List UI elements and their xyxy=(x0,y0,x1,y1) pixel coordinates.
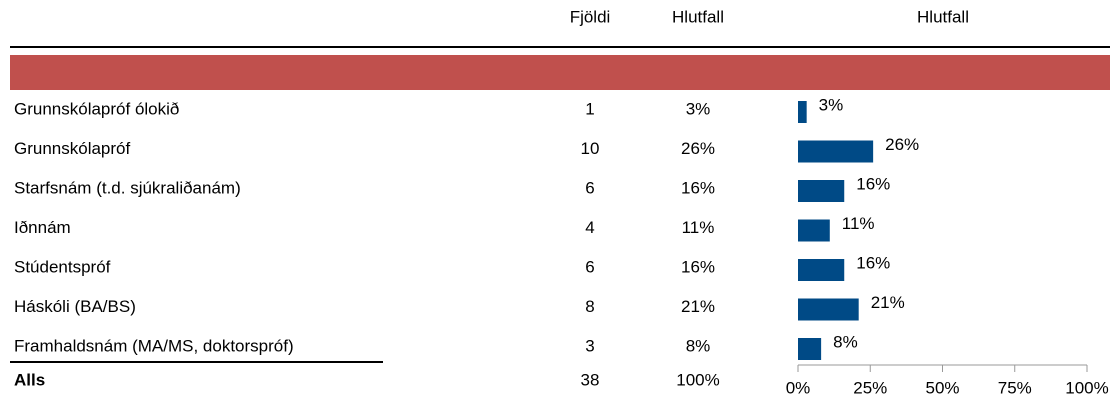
row-percent: 11% xyxy=(682,218,715,237)
row-label: Háskóli (BA/BS) xyxy=(14,297,136,316)
row-label: Grunnskólapróf xyxy=(14,139,131,158)
row-count: 10 xyxy=(581,139,600,158)
row-count: 4 xyxy=(585,218,594,237)
bar-label: 21% xyxy=(871,293,905,312)
x-tick-label: 0% xyxy=(786,378,811,397)
row-label: Framhaldsnám (MA/MS, doktorspróf) xyxy=(14,336,294,355)
row-percent: 16% xyxy=(681,257,715,276)
x-tick-label: 25% xyxy=(853,378,887,397)
bar-label: 16% xyxy=(856,174,890,193)
x-tick-label: 75% xyxy=(998,378,1032,397)
row-count: 1 xyxy=(585,99,594,118)
row-percent: 16% xyxy=(681,178,715,197)
count-header: Fjöldi xyxy=(570,7,611,26)
bar xyxy=(798,219,830,242)
chart-title: Hlutfall xyxy=(917,7,969,26)
x-tick-label: 50% xyxy=(925,378,959,397)
bar xyxy=(798,180,845,202)
row-count: 8 xyxy=(585,297,594,316)
total-label: Alls xyxy=(14,370,45,389)
row-label: Iðnnám xyxy=(14,218,71,237)
bar-label: 11% xyxy=(842,214,875,233)
bar-label: 3% xyxy=(819,95,844,114)
row-label: Stúdentspróf xyxy=(14,257,111,276)
bar xyxy=(798,101,807,123)
x-tick-label: 100% xyxy=(1065,378,1108,397)
total-percent: 100% xyxy=(676,370,719,389)
bar xyxy=(798,259,845,281)
row-count: 6 xyxy=(585,257,594,276)
row-count: 3 xyxy=(585,336,594,355)
header-band xyxy=(10,55,1110,90)
bar-label: 8% xyxy=(833,332,858,351)
row-percent: 3% xyxy=(686,99,711,118)
row-percent: 8% xyxy=(686,336,711,355)
bar xyxy=(798,338,822,360)
bar-label: 26% xyxy=(885,135,919,154)
percent-header: Hlutfall xyxy=(672,7,724,26)
bar xyxy=(798,140,874,163)
row-label: Starfsnám (t.d. sjúkraliðanám) xyxy=(14,178,241,197)
row-percent: 26% xyxy=(681,139,715,158)
row-percent: 21% xyxy=(681,297,715,316)
bar xyxy=(798,298,859,321)
row-label: Grunnskólapróf ólokið xyxy=(14,99,179,118)
row-count: 6 xyxy=(585,178,594,197)
total-count: 38 xyxy=(581,370,600,389)
bar-label: 16% xyxy=(856,253,890,272)
